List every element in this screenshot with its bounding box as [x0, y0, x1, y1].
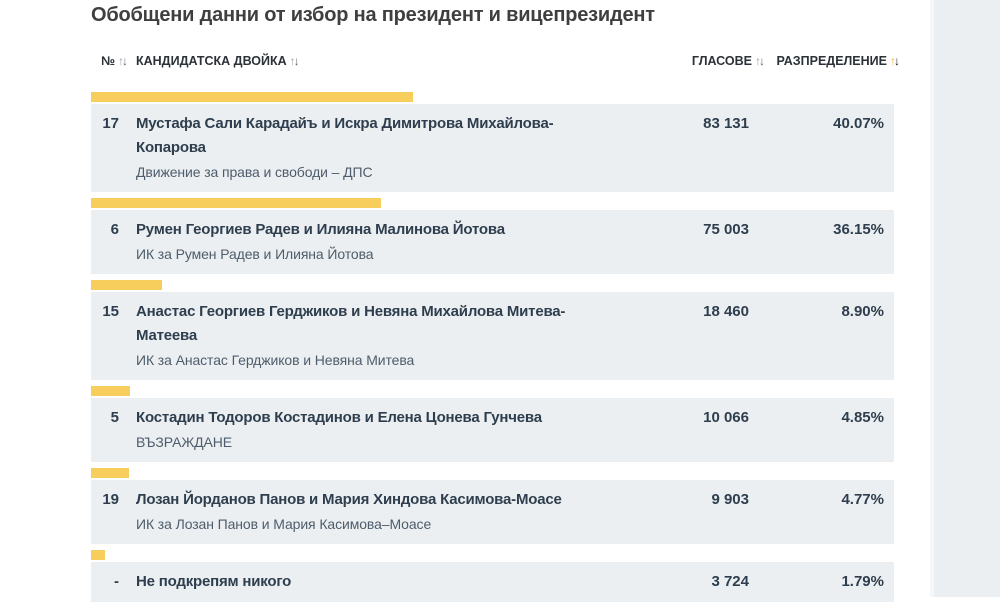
percent-bar [91, 386, 130, 396]
table-row: 17 Мустафа Сали Карадайъ и Искра Димитро… [91, 92, 894, 192]
column-header[interactable]: № ↑ ↓ [91, 54, 128, 68]
nominating-list: ИК за Анастас Герджиков и Невяна Митева [136, 352, 415, 368]
candidate-number: 19 [102, 491, 119, 508]
table-row: 15 Анастас Георгиев Герджиков и Невяна М… [91, 280, 894, 380]
votes-value: 18 460 [703, 303, 749, 320]
candidate-number: - [114, 573, 119, 590]
candidate-pair-name: Мустафа Сали Карадайъ и Искра Димитрова … [136, 115, 554, 156]
votes-value: 83 131 [703, 115, 749, 132]
candidate-pair-cell: Лозан Йорданов Панов и Мария Хиндова Кас… [119, 488, 629, 536]
table-row-body: 5 Костадин Тодоров Костадинов и Елена Цо… [91, 398, 894, 462]
table-row: 6 Румен Георгиев Радев и Илияна Малинова… [91, 198, 894, 274]
column-header[interactable]: КАНДИДАТСКА ДВОЙКА ↑ ↓ [119, 54, 629, 68]
table-header-row: № ↑ ↓ КАНДИДАТСКА ДВОЙКА ↑ ↓ ГЛАСОВЕ ↑ ↓ РА… [91, 54, 900, 68]
candidate-pair-name: Румен Георгиев Радев и Илияна Малинова Й… [136, 221, 505, 238]
candidate-number: 17 [102, 115, 119, 132]
candidate-pair-name: Лозан Йорданов Панов и Мария Хиндова Кас… [136, 491, 562, 508]
percent-value: 8.90% [841, 303, 884, 320]
nominating-list: ИК за Румен Радев и Илияна Йотова [136, 246, 374, 262]
column-header[interactable]: ГЛАСОВЕ ↑ ↓ [629, 54, 765, 68]
table-row: 19 Лозан Йорданов Панов и Мария Хиндова … [91, 468, 894, 544]
table-row-body: - Не подкрепям никого 3 724 1.79% [91, 562, 894, 602]
candidate-number: 15 [102, 303, 119, 320]
results-list: 17 Мустафа Сали Карадайъ и Искра Димитро… [91, 92, 894, 602]
votes-value: 75 003 [703, 221, 749, 238]
table-row-body: 19 Лозан Йорданов Панов и Мария Хиндова … [91, 480, 894, 544]
candidate-pair-cell: Мустафа Сали Карадайъ и Искра Димитрова … [119, 112, 629, 184]
percent-value: 4.77% [841, 491, 884, 508]
sort-desc-icon: ↓ [121, 54, 128, 68]
nominating-list: Движение за права и свободи – ДПС [136, 164, 373, 180]
candidate-number: 6 [110, 221, 119, 238]
table-row: 5 Костадин Тодоров Костадинов и Елена Цо… [91, 386, 894, 462]
sort-icons: ↑ ↓ [890, 55, 900, 67]
candidate-pair-name: Анастас Георгиев Герджиков и Невяна Миха… [136, 303, 566, 344]
votes-value: 9 903 [711, 491, 749, 508]
sort-icons: ↑ ↓ [755, 55, 765, 67]
column-header[interactable]: РАЗПРЕДЕЛЕНИЕ ↑ ↓ [749, 54, 900, 68]
right-panel [930, 0, 1000, 597]
sort-icons: ↑ ↓ [118, 55, 128, 67]
table-row-body: 17 Мустафа Сали Карадайъ и Искра Димитро… [91, 104, 894, 192]
sort-icons: ↑ ↓ [290, 55, 300, 67]
percent-bar [91, 280, 163, 290]
candidate-number: 5 [110, 409, 119, 426]
nominating-list: ВЪЗРАЖДАНЕ [136, 434, 233, 450]
nominating-list: ИК за Лозан Панов и Мария Касимова–Моасе [136, 516, 432, 532]
percent-bar [91, 468, 130, 478]
sort-desc-icon: ↓ [759, 54, 765, 68]
page-title: Обобщени данни от избор на президент и в… [91, 4, 655, 26]
candidate-pair-cell: Румен Георгиев Радев и Илияна Малинова Й… [119, 218, 629, 266]
percent-bar [91, 92, 413, 102]
table-row: - Не подкрепям никого 3 724 1.79% [91, 550, 894, 602]
percent-value: 4.85% [841, 409, 884, 426]
results-section: Обобщени данни от избор на президент и в… [91, 0, 900, 608]
candidate-pair-cell: Не подкрепям никого [119, 570, 629, 594]
sort-desc-icon: ↓ [894, 54, 900, 68]
percent-bar [91, 550, 106, 560]
sort-desc-icon: ↓ [293, 54, 300, 68]
table-row-body: 15 Анастас Георгиев Герджиков и Невяна М… [91, 292, 894, 380]
votes-value: 3 724 [711, 573, 749, 590]
candidate-pair-cell: Анастас Георгиев Герджиков и Невяна Миха… [119, 300, 629, 372]
percent-value: 1.79% [841, 573, 884, 590]
candidate-pair-name: Костадин Тодоров Костадинов и Елена Цоне… [136, 409, 542, 426]
percent-value: 36.15% [833, 221, 884, 238]
table-row-body: 6 Румен Георгиев Радев и Илияна Малинова… [91, 210, 894, 274]
column-header-label: № [101, 54, 115, 68]
sort-asc-icon: ↑ [755, 54, 761, 68]
column-header-label: ГЛАСОВЕ [691, 54, 752, 68]
votes-value: 10 066 [703, 409, 749, 426]
percent-bar [91, 198, 382, 208]
column-header-label: КАНДИДАТСКА ДВОЙКА [136, 54, 287, 68]
candidate-pair-cell: Костадин Тодоров Костадинов и Елена Цоне… [119, 406, 629, 454]
sort-asc-icon: ↑ [890, 54, 896, 68]
candidate-pair-name: Не подкрепям никого [136, 573, 292, 590]
sort-asc-icon: ↑ [117, 54, 124, 68]
percent-value: 40.07% [833, 115, 884, 132]
column-header-label: РАЗПРЕДЕЛЕНИЕ [776, 54, 887, 68]
sort-asc-icon: ↑ [289, 54, 296, 68]
